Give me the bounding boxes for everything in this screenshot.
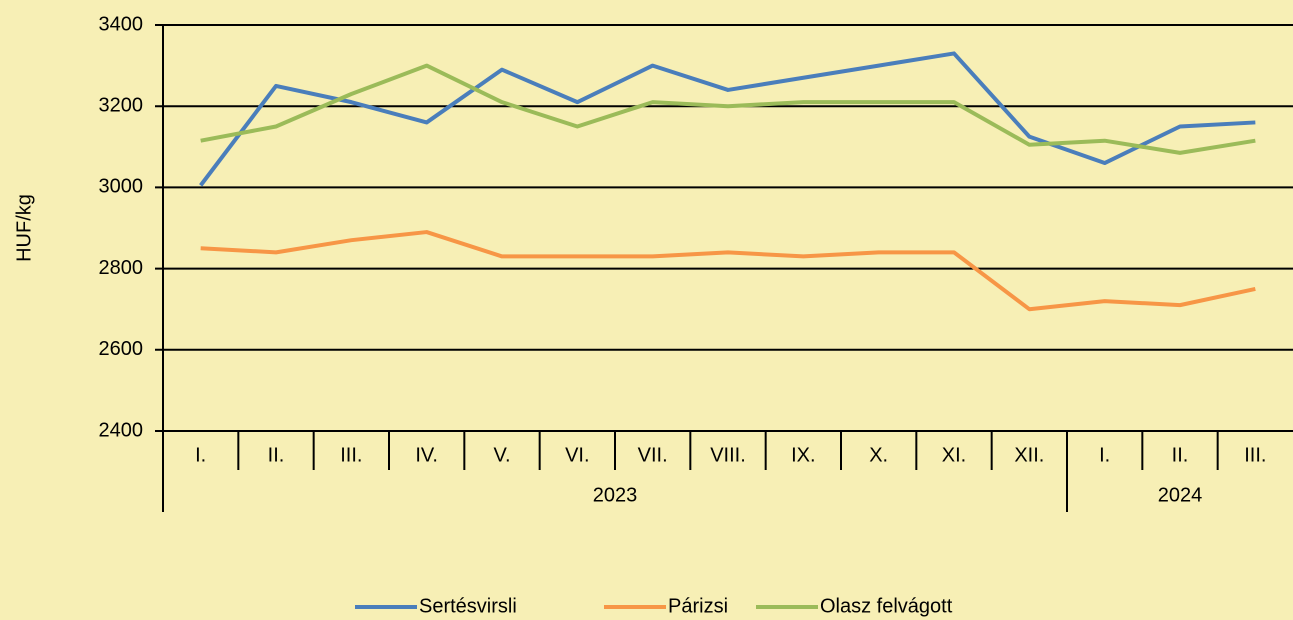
- x-tick-label: II.: [268, 444, 285, 466]
- x-tick-label: V.: [493, 444, 510, 466]
- y-tick-label: 2400: [99, 419, 144, 441]
- x-tick-label: I.: [1099, 444, 1110, 466]
- series-line: [199, 51, 1256, 187]
- y-tick-label: 2800: [99, 257, 144, 279]
- x-tick-label: VI.: [565, 444, 589, 466]
- y-axis-label: HUF/kg: [13, 194, 35, 262]
- group-label: 2024: [1158, 484, 1203, 506]
- y-tick-label: 2600: [99, 338, 144, 360]
- x-tick-label: VIII.: [710, 444, 746, 466]
- y-tick-label: 3000: [99, 176, 144, 198]
- legend-label: Párizsi: [668, 595, 728, 617]
- group-label: 2023: [593, 484, 638, 506]
- x-tick-label: X.: [869, 444, 888, 466]
- legend-label: Olasz felvágott: [820, 595, 953, 617]
- x-tick-label: II.: [1172, 444, 1189, 466]
- x-tick-label: VII.: [638, 444, 668, 466]
- x-tick-label: XII.: [1014, 444, 1044, 466]
- x-tick-label: III.: [1244, 444, 1266, 466]
- x-tick-label: IV.: [415, 444, 438, 466]
- y-tick-label: 3400: [99, 13, 144, 35]
- x-tick-label: III.: [340, 444, 362, 466]
- series-line: [200, 63, 1256, 155]
- x-tick-label: XI.: [942, 444, 966, 466]
- series-line: [200, 230, 1256, 312]
- x-tick-label: I.: [195, 444, 206, 466]
- y-tick-label: 3200: [99, 94, 144, 116]
- x-tick-label: IX.: [791, 444, 815, 466]
- legend-label: Sertésvirsli: [419, 595, 517, 617]
